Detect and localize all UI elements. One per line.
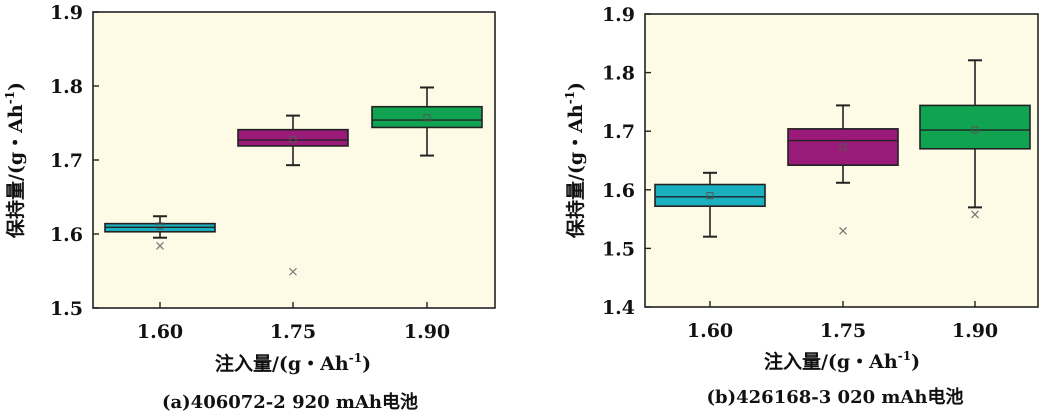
- chart-panel-a: 1.51.61.71.81.91.60 1.75 1.90保持量/(g・Ah-1)注…: [3, 2, 496, 413]
- y-axis-label-main: 保持量/(g・Ah: [4, 104, 27, 239]
- x-tick-label: 1.60: [687, 320, 733, 342]
- y-tick-label: 1.8: [50, 76, 83, 98]
- box-mean-marker: [289, 135, 297, 143]
- y-tick-label: 1.9: [50, 2, 83, 24]
- x-axis-label-main: 注入量/(g・Ah: [764, 350, 898, 373]
- chart-caption: (b)426168-3 020 mAh电池: [707, 386, 964, 408]
- outlier-stroke: [971, 210, 979, 219]
- x-axis-label: 注入量/(g・Ah-1): [764, 349, 920, 373]
- box-body: [237, 128, 349, 147]
- x-axis-label-sup: -1: [349, 351, 362, 365]
- y-axis-label-end: ): [5, 82, 27, 91]
- y-tick-label: 1.8: [602, 63, 635, 85]
- box-mean-marker: [156, 222, 164, 230]
- box-mean-marker: [839, 143, 847, 151]
- box-body: [787, 128, 899, 166]
- y-tick-label: 1.5: [50, 298, 83, 320]
- box-mean-marker: [706, 192, 714, 200]
- chart-panel-b: 1.41.51.61.71.81.91.60 1.75 1.90保持量/(g・Ah-…: [563, 4, 1039, 408]
- box-mean-marker: [971, 126, 979, 134]
- x-tick-label: 1.75: [270, 321, 316, 343]
- box-body: [371, 105, 483, 129]
- box-body: [654, 183, 766, 208]
- box-outlier-marker: [971, 210, 979, 219]
- y-tick-label: 1.6: [602, 180, 635, 202]
- outlier-stroke: [156, 241, 164, 250]
- y-tick-label: 1.6: [50, 224, 83, 246]
- y-tick-label: 1.7: [50, 150, 83, 172]
- y-axis-label-sup: -1: [563, 91, 577, 104]
- y-axis-label: 保持量/(g・Ah-1): [3, 82, 27, 239]
- box-outlier-marker: [839, 226, 847, 235]
- x-tick-label: 1.90: [952, 320, 998, 342]
- x-axis-label-main: 注入量/(g・Ah: [215, 352, 349, 375]
- x-axis-label-end: ): [911, 351, 920, 373]
- plot-area: [92, 11, 496, 309]
- y-tick-label: 1.7: [602, 121, 635, 143]
- outlier-stroke: [839, 226, 847, 235]
- y-axis-label-end: ): [565, 82, 587, 91]
- y-tick-label: 1.9: [602, 4, 635, 26]
- y-tick-label: 1.4: [602, 297, 635, 319]
- x-axis-label: 注入量/(g・Ah-1): [215, 351, 371, 375]
- x-tick-label: 1.60: [137, 321, 183, 343]
- y-tick-label: 1.5: [602, 238, 635, 260]
- y-axis-label-main: 保持量/(g・Ah: [564, 104, 587, 239]
- chart-caption: (a)406072-2 920 mAh电池: [162, 391, 418, 413]
- box-outlier-marker: [289, 267, 297, 276]
- y-axis-label: 保持量/(g・Ah-1): [563, 82, 587, 239]
- y-axis-label-sup: -1: [3, 91, 17, 104]
- x-tick-label: 1.90: [404, 321, 450, 343]
- x-tick-label: 1.75: [820, 320, 866, 342]
- x-axis-label-end: ): [362, 353, 371, 375]
- x-axis-label-sup: -1: [898, 349, 911, 363]
- box-mean-marker: [423, 114, 431, 122]
- outlier-stroke: [289, 267, 297, 276]
- box-outlier-marker: [156, 241, 164, 250]
